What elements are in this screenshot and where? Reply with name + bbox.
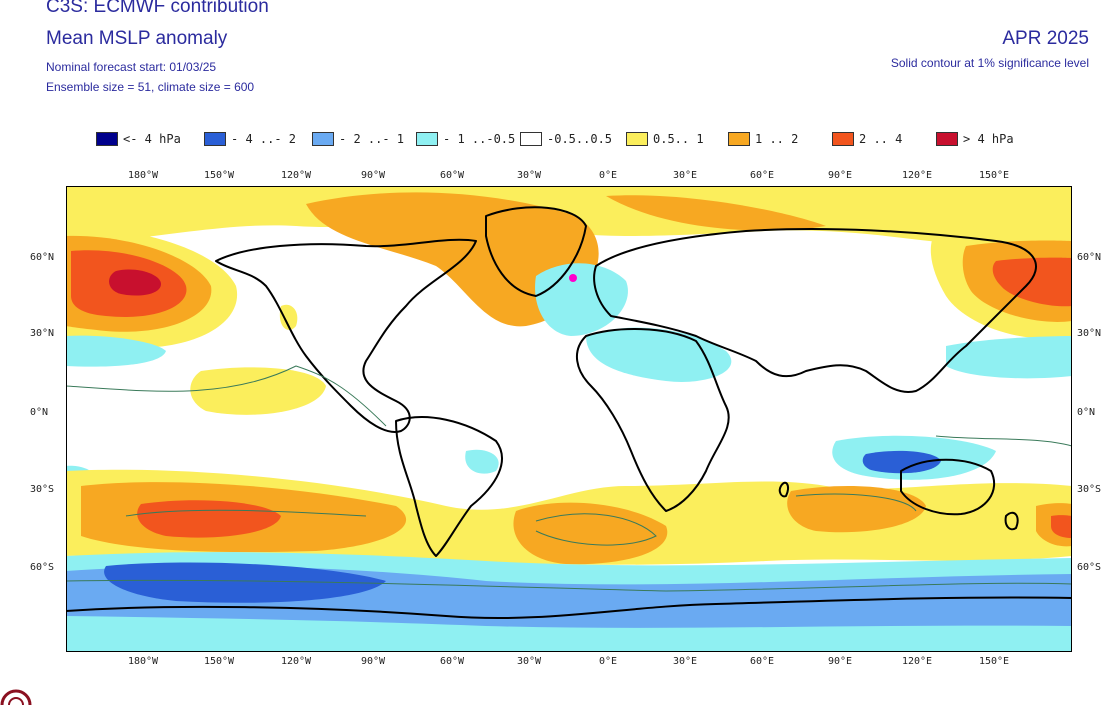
- legend-label: > 4 hPa: [963, 132, 1014, 146]
- lon-label: 180°W: [127, 656, 159, 667]
- land-outlines: [66, 206, 1072, 620]
- lon-label: 60°E: [749, 656, 775, 667]
- legend-label: 1 .. 2: [755, 132, 799, 146]
- africa-outline: [576, 328, 730, 512]
- lat-label: 30°N: [1077, 328, 1102, 339]
- lon-label: 150°W: [203, 656, 235, 667]
- legend-swatch: [728, 132, 750, 146]
- c3s-logo-icon: [0, 689, 32, 705]
- forecast-start: Nominal forecast start: 01/03/25: [46, 60, 217, 74]
- lon-label: 60°W: [439, 656, 465, 667]
- legend-label: <- 4 hPa: [123, 132, 181, 146]
- lon-label: 90°E: [827, 170, 853, 181]
- lon-label: 150°W: [203, 170, 235, 181]
- lat-label: 30°N: [30, 328, 55, 339]
- lat-label: 30°S: [1077, 484, 1102, 495]
- lon-label: 90°W: [360, 170, 386, 181]
- lon-label: 90°E: [827, 656, 853, 667]
- lon-label: 120°E: [901, 656, 933, 667]
- lon-label: 120°E: [901, 170, 933, 181]
- legend-item: -0.5..0.5: [520, 130, 612, 148]
- lat-label: 30°S: [30, 484, 55, 495]
- ensemble-size: Ensemble size = 51, climate size = 600: [46, 80, 255, 94]
- south-america-outline: [395, 416, 503, 557]
- lon-label: 0°E: [598, 656, 618, 667]
- legend-swatch: [416, 132, 438, 146]
- legend-swatch: [96, 132, 118, 146]
- legend: <- 4 hPa - 4 ..- 2 - 2 ..- 1 - 1 ..-0.5 -0.5…: [96, 130, 1056, 150]
- lon-label: 30°W: [516, 170, 542, 181]
- greenland-outline: [485, 206, 587, 297]
- lon-label: 120°W: [280, 656, 312, 667]
- legend-item: 0.5.. 1: [626, 130, 704, 148]
- legend-swatch: [312, 132, 334, 146]
- legend-item: - 2 ..- 1: [312, 130, 404, 148]
- australia-outline: [900, 458, 996, 516]
- lat-label: 60°S: [30, 562, 55, 573]
- legend-label: 2 .. 4: [859, 132, 903, 146]
- antarctica-outline: [66, 596, 1072, 620]
- legend-swatch: [520, 132, 542, 146]
- legend-item: 2 .. 4: [832, 130, 902, 148]
- lon-label: 30°E: [672, 656, 698, 667]
- north-america-outline: [215, 238, 477, 433]
- lat-label: 0°N: [1077, 407, 1096, 418]
- lon-label: 120°W: [280, 170, 312, 181]
- legend-label: - 4 ..- 2: [231, 132, 297, 146]
- lat-label: 60°N: [1077, 252, 1102, 263]
- legend-item: - 4 ..- 2: [204, 130, 296, 148]
- forecast-month: APR 2025: [1002, 28, 1089, 49]
- lon-label: 0°E: [598, 170, 618, 181]
- legend-item: <- 4 hPa: [96, 130, 181, 148]
- significance-contours: [66, 365, 1072, 592]
- subtitle: Mean MSLP anomaly: [46, 28, 228, 49]
- lon-label: 60°W: [439, 170, 465, 181]
- lat-label: 60°N: [30, 252, 55, 263]
- legend-item: > 4 hPa: [936, 130, 1014, 148]
- lon-label: 30°W: [516, 656, 542, 667]
- legend-swatch: [832, 132, 854, 146]
- legend-item: - 1 ..-0.5: [416, 130, 515, 148]
- legend-label: - 1 ..-0.5: [443, 132, 516, 146]
- legend-label: -0.5..0.5: [547, 132, 613, 146]
- lat-label: 0°N: [30, 407, 49, 418]
- legend-label: 0.5.. 1: [653, 132, 704, 146]
- anomaly-map: [66, 186, 1072, 652]
- lon-label: 150°E: [978, 656, 1010, 667]
- location-marker: [569, 274, 577, 282]
- eurasia-outline: [593, 228, 1037, 393]
- significance-note: Solid contour at 1% significance level: [890, 56, 1089, 70]
- lon-label: 90°W: [360, 656, 386, 667]
- lat-label: 60°S: [1077, 562, 1102, 573]
- anomaly-fields: [66, 186, 1072, 652]
- lon-label: 180°W: [127, 170, 159, 181]
- legend-swatch: [936, 132, 958, 146]
- legend-label: - 2 ..- 1: [339, 132, 405, 146]
- lon-label: 150°E: [978, 170, 1010, 181]
- legend-item: 1 .. 2: [728, 130, 798, 148]
- lon-label: 30°E: [672, 170, 698, 181]
- title: C3S: ECMWF contribution: [46, 0, 269, 17]
- lon-label: 60°E: [749, 170, 775, 181]
- map-frame: [66, 186, 1072, 652]
- legend-swatch: [204, 132, 226, 146]
- legend-swatch: [626, 132, 648, 146]
